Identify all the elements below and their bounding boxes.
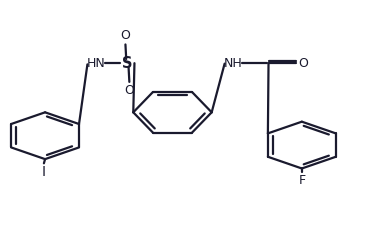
Text: HN: HN xyxy=(87,57,105,70)
Text: NH: NH xyxy=(224,57,243,70)
Text: O: O xyxy=(120,29,131,42)
Text: I: I xyxy=(42,165,46,179)
Text: O: O xyxy=(299,57,309,70)
Text: O: O xyxy=(124,84,134,97)
Text: F: F xyxy=(298,174,305,187)
Text: S: S xyxy=(122,56,132,71)
